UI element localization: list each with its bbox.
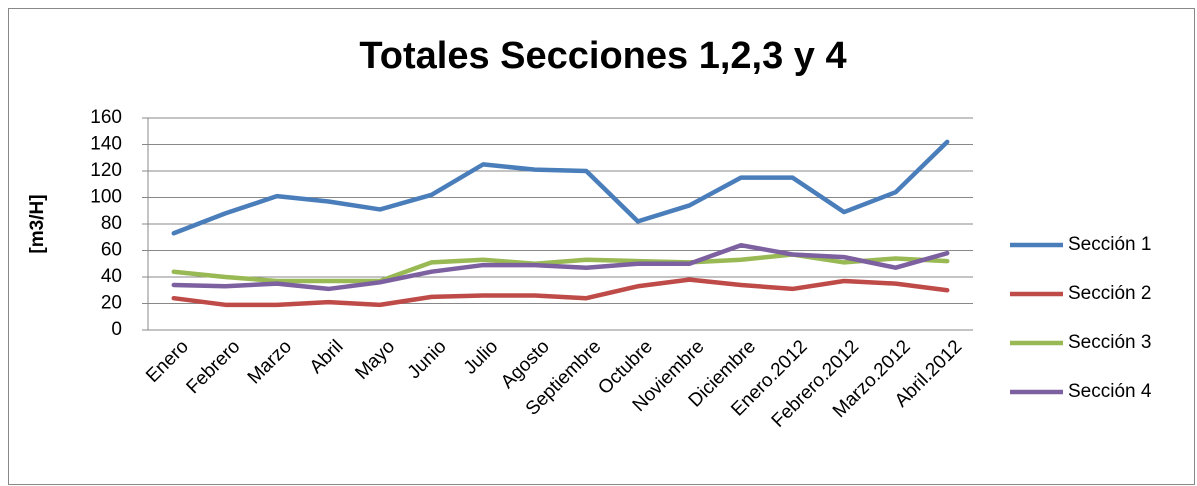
x-tick-label: Marzo	[244, 336, 296, 388]
legend-label: Sección 2	[1068, 283, 1151, 304]
x-tick-label: Mayo	[351, 336, 399, 384]
y-tick-label: 140	[90, 134, 122, 155]
legend-label: Sección 4	[1068, 381, 1152, 402]
y-tick-label: 60	[101, 240, 122, 261]
y-tick-label: 40	[101, 266, 122, 287]
x-tick-label: Julio	[460, 336, 502, 378]
y-tick-label: 160	[90, 107, 122, 128]
legend-label: Sección 3	[1068, 332, 1151, 353]
x-tick-label: Abril	[306, 336, 348, 378]
chart-border	[8, 8, 1195, 485]
y-tick-label: 100	[90, 187, 122, 208]
series-line	[171, 277, 950, 308]
y-tick-label: 20	[101, 293, 122, 314]
series-line	[171, 252, 950, 284]
series-line	[171, 242, 950, 292]
chart-title: Totales Secciones 1,2,3 y 4	[359, 35, 846, 77]
series-line	[171, 139, 950, 236]
legend-label: Sección 1	[1068, 234, 1151, 255]
y-tick-label: 80	[101, 213, 122, 234]
x-tick-label: Febrero	[183, 336, 245, 398]
y-tick-label: 0	[111, 319, 122, 340]
y-tick-label: 120	[90, 160, 122, 181]
y-axis-label: [m3/H]	[27, 194, 48, 253]
x-tick-label: Junio	[404, 336, 451, 383]
